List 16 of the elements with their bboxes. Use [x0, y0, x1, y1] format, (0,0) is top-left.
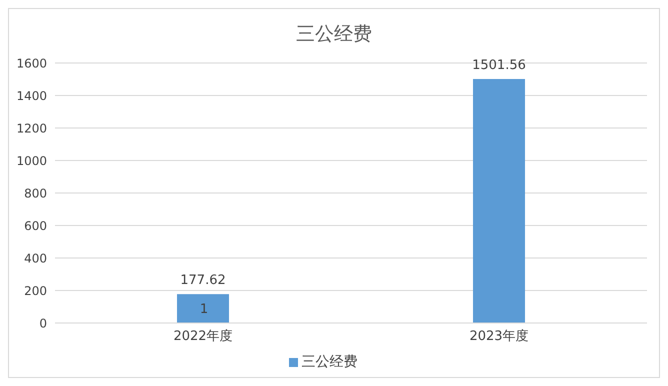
annotation: 1: [198, 302, 210, 317]
y-tick-label: 400: [24, 251, 47, 266]
y-tick-label: 200: [24, 284, 47, 298]
legend-label: 三公经费: [302, 354, 358, 370]
y-tick-label: 1200: [16, 121, 47, 136]
x-tick-label: 2022年度: [173, 328, 233, 344]
x-tick-label: 2023年度: [469, 328, 529, 344]
y-tick-label: 600: [24, 218, 47, 233]
data-label: 177.62: [180, 273, 226, 288]
y-tick-label: 1600: [16, 56, 47, 70]
y-tick-label: 800: [24, 186, 47, 200]
y-tick-label: 1400: [16, 88, 47, 103]
y-tick-label: 1000: [16, 154, 47, 168]
y-tick-label: 0: [39, 316, 47, 330]
chart-title: 三公经费: [295, 22, 373, 47]
data-label: 1501.56: [472, 58, 526, 73]
